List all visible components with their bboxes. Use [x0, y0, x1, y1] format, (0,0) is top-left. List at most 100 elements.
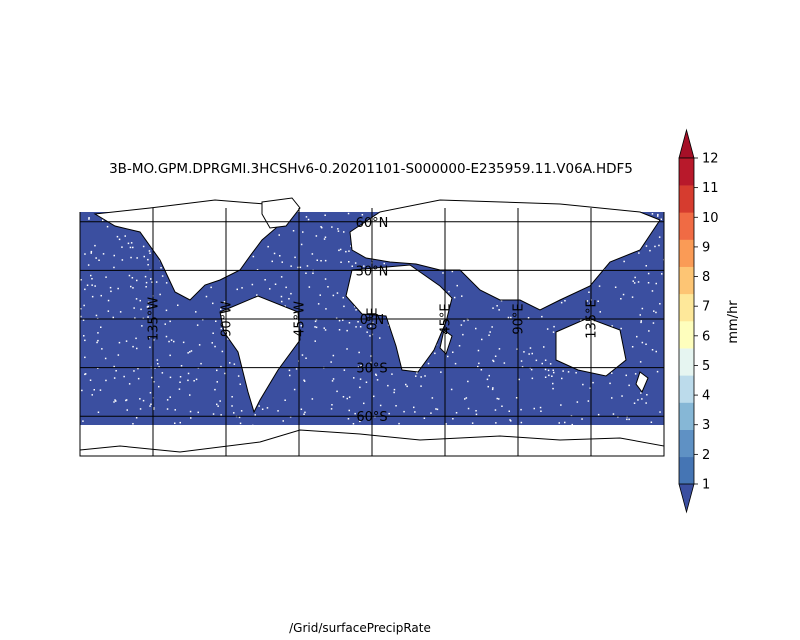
precip-pixel — [189, 351, 191, 353]
precip-pixel — [105, 379, 107, 382]
precip-pixel — [102, 253, 105, 255]
precip-pixel — [241, 287, 243, 289]
precip-pixel — [547, 369, 550, 372]
precip-pixel — [640, 392, 642, 394]
precip-pixel — [549, 363, 552, 365]
precip-pixel — [649, 249, 651, 252]
precip-pixel — [145, 286, 147, 288]
map-area: 135°W 90°W 45°W 0°E 45°E 90°E 135°E 60°N 30°N 0°… — [79, 197, 665, 457]
precip-pixel — [289, 374, 291, 377]
precip-pixel — [96, 341, 98, 344]
precip-pixel — [220, 327, 222, 330]
precip-pixel — [477, 349, 480, 352]
precip-pixel — [314, 320, 317, 323]
precip-pixel — [503, 362, 506, 364]
precip-pixel — [239, 422, 242, 425]
precip-pixel — [651, 290, 654, 292]
precip-pixel — [294, 256, 296, 259]
precip-pixel — [113, 401, 115, 403]
precip-pixel — [158, 366, 160, 368]
precip-pixel — [527, 317, 530, 319]
precip-pixel — [346, 348, 348, 350]
precip-pixel — [217, 405, 219, 407]
precip-pixel — [312, 272, 314, 274]
precip-pixel — [488, 374, 490, 377]
precip-pixel — [224, 372, 226, 375]
precip-pixel — [521, 366, 524, 368]
precip-pixel — [528, 353, 530, 355]
precip-pixel — [151, 376, 153, 379]
precip-pixel — [166, 408, 169, 410]
precip-pixel — [293, 388, 296, 391]
precip-pixel — [153, 381, 155, 383]
precip-pixel — [93, 389, 95, 391]
precip-pixel — [236, 288, 238, 291]
precip-pixel — [165, 309, 168, 312]
precip-pixel — [91, 284, 93, 286]
precip-pixel — [169, 396, 171, 398]
precip-pixel — [147, 264, 149, 266]
precip-pixel — [147, 305, 149, 308]
precip-pixel — [130, 242, 133, 244]
precip-pixel — [387, 384, 389, 387]
precip-pixel — [125, 340, 128, 342]
precip-pixel — [509, 419, 511, 421]
precip-pixel — [321, 226, 323, 229]
precip-pixel — [81, 389, 83, 392]
precip-pixel — [320, 260, 322, 262]
precip-pixel — [142, 399, 145, 402]
precip-pixel — [311, 398, 314, 400]
precip-pixel — [131, 277, 134, 279]
precip-pixel — [494, 409, 497, 411]
precip-pixel — [464, 398, 466, 400]
precip-pixel — [452, 351, 454, 353]
precip-pixel — [552, 382, 554, 385]
precip-pixel — [508, 410, 510, 412]
precip-pixel — [149, 252, 151, 254]
precip-pixel — [319, 294, 321, 296]
precip-pixel — [633, 282, 636, 284]
precip-pixel — [330, 361, 332, 363]
precip-pixel — [461, 295, 463, 297]
precip-pixel — [599, 311, 601, 313]
precip-pixel — [301, 354, 304, 356]
precip-pixel — [544, 368, 547, 371]
precip-pixel — [348, 250, 350, 252]
precip-pixel — [614, 286, 617, 288]
precip-pixel — [331, 226, 333, 228]
precip-pixel — [552, 387, 554, 390]
precip-pixel — [84, 356, 86, 359]
precip-pixel — [347, 418, 350, 420]
precip-pixel — [641, 341, 644, 344]
precip-pixel — [173, 340, 175, 343]
precip-pixel — [477, 365, 479, 368]
precip-pixel — [316, 259, 318, 261]
precip-pixel — [366, 331, 368, 333]
colorbar-tick-label: 8 — [702, 270, 710, 285]
longitude-label: 90°W — [220, 301, 235, 337]
precip-pixel — [147, 258, 149, 261]
precip-pixel — [617, 416, 619, 418]
precip-pixel — [149, 392, 152, 394]
precip-pixel — [126, 409, 128, 411]
precip-pixel — [647, 272, 650, 275]
precip-pixel — [355, 326, 357, 328]
precip-pixel — [354, 305, 356, 308]
precip-pixel — [178, 388, 181, 390]
precip-pixel — [661, 273, 663, 275]
precip-pixel — [611, 397, 613, 399]
precip-pixel — [116, 235, 119, 238]
precip-pixel — [454, 362, 457, 365]
precip-pixel — [149, 405, 151, 407]
precip-pixel — [210, 286, 212, 289]
precip-pixel — [278, 234, 280, 236]
precip-pixel — [136, 279, 138, 282]
precip-pixel — [148, 336, 151, 338]
precip-pixel — [195, 378, 198, 381]
precip-pixel — [338, 319, 341, 322]
precip-pixel — [118, 238, 121, 241]
precip-pixel — [646, 394, 648, 396]
precip-pixel — [495, 422, 497, 424]
precip-pixel — [586, 300, 589, 302]
precip-pixel — [302, 231, 304, 233]
